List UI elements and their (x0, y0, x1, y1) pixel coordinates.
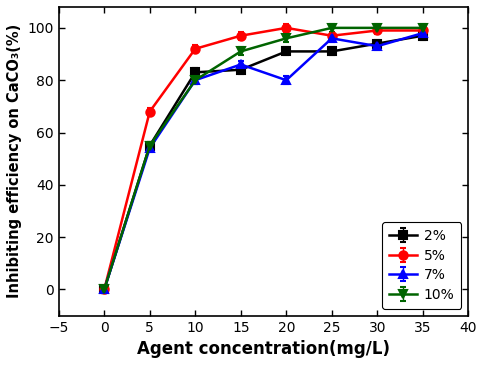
Legend: 2%, 5%, 7%, 10%: 2%, 5%, 7%, 10% (382, 222, 461, 309)
Y-axis label: Inhibiting efficiency on CaCO₃(%): Inhibiting efficiency on CaCO₃(%) (7, 24, 22, 299)
X-axis label: Agent concentration(mg/L): Agent concentration(mg/L) (137, 340, 390, 358)
